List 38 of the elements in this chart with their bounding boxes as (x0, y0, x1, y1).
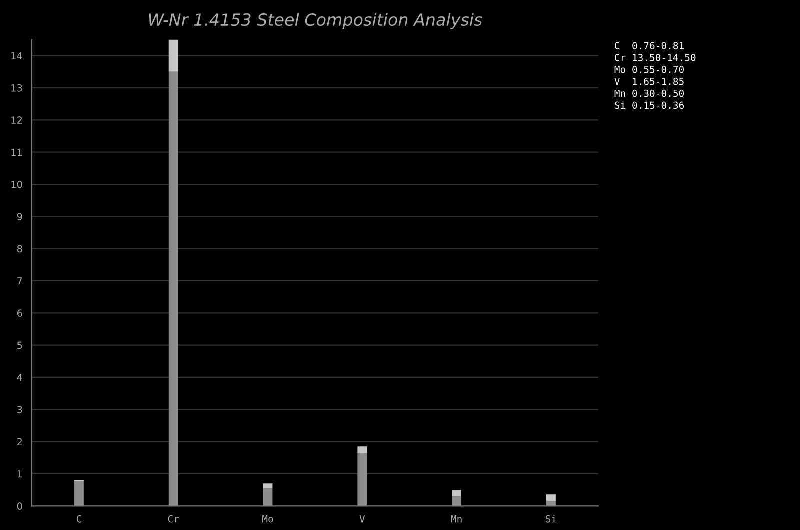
y-tick-label: 1 (18, 470, 22, 478)
y-tick-label: 7 (18, 278, 22, 285)
text: Mn 0.30-0.50 (614, 90, 684, 98)
text: C 0.76-0.81 (615, 42, 684, 50)
bar (74, 482, 84, 506)
x-tick-label: Cr (168, 515, 180, 523)
x-tick-label: C (76, 515, 82, 523)
x-tick-label: Mo (262, 516, 274, 523)
bar (546, 494, 556, 502)
x-tick-label: Mn (451, 516, 462, 523)
x-tick-label: Si (546, 515, 556, 523)
bar (168, 40, 178, 72)
bar (452, 490, 462, 496)
y-tick-label: 9 (17, 213, 22, 220)
bar (358, 453, 368, 506)
text: Cr 13.50-14.50 (615, 54, 696, 62)
bar (263, 484, 273, 488)
y-tick-label: 3 (18, 406, 22, 414)
y-tick-label: 2 (18, 438, 22, 446)
bar (168, 72, 178, 506)
y-tick-label: 6 (17, 310, 22, 317)
x-tick-label: V (360, 516, 366, 523)
text: Mo 0.55-0.70 (614, 66, 684, 74)
y-tick-label: 0 (17, 502, 22, 510)
y-tick-label: 11 (12, 148, 22, 156)
y-tick-label: 8 (17, 245, 22, 253)
text: V 1.65-1.85 (614, 78, 684, 86)
text: Si 0.15-0.36 (615, 102, 684, 110)
y-tick-label: 10 (12, 180, 22, 188)
chart-title: W-Nr 1.4153 Steel Composition Analysis (149, 13, 482, 30)
y-tick-label: 14 (12, 52, 22, 60)
y-tick-label: 4 (17, 374, 22, 382)
bar (263, 488, 273, 506)
y-tick-label: 5 (18, 342, 22, 350)
y-tick-label: 12 (12, 116, 22, 124)
bar (358, 446, 368, 454)
y-tick-label: 13 (12, 84, 22, 92)
bar (452, 496, 462, 506)
